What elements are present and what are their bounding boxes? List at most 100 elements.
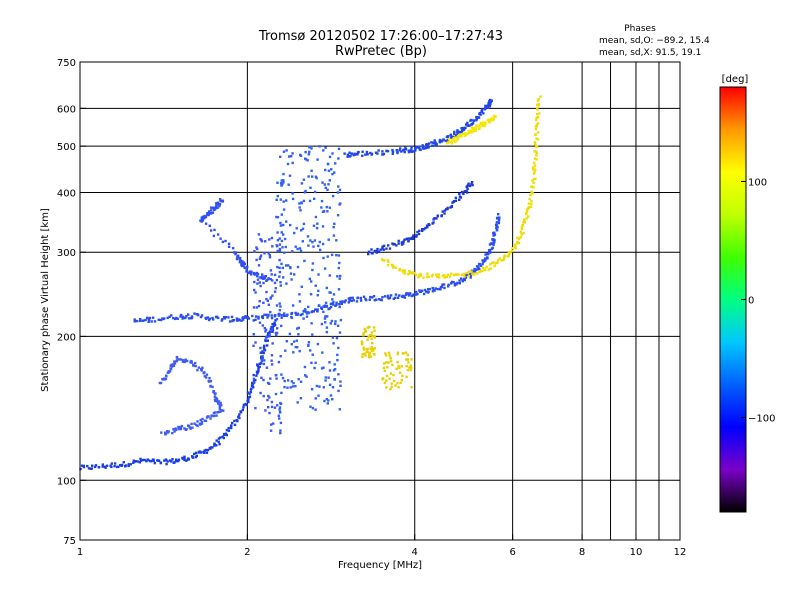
data-point bbox=[361, 154, 364, 157]
data-point bbox=[261, 350, 264, 353]
data-point bbox=[281, 246, 284, 249]
data-point bbox=[278, 411, 282, 414]
data-point bbox=[433, 289, 436, 292]
data-point bbox=[278, 266, 281, 270]
data-point bbox=[356, 296, 359, 300]
data-point bbox=[280, 231, 283, 234]
data-point bbox=[291, 304, 295, 307]
data-point bbox=[150, 320, 153, 323]
data-point bbox=[421, 145, 425, 148]
data-point bbox=[427, 288, 430, 291]
data-point bbox=[268, 382, 271, 385]
data-point bbox=[215, 206, 218, 209]
data-point bbox=[400, 150, 403, 153]
data-point bbox=[454, 134, 458, 137]
data-point bbox=[373, 329, 376, 332]
data-point bbox=[458, 198, 461, 201]
data-point bbox=[219, 409, 222, 412]
data-point bbox=[274, 314, 277, 317]
data-point bbox=[316, 158, 319, 161]
data-point bbox=[263, 313, 266, 316]
data-point bbox=[407, 361, 410, 364]
data-point bbox=[486, 252, 490, 255]
data-point bbox=[127, 463, 130, 466]
data-point bbox=[333, 171, 336, 174]
data-point bbox=[97, 465, 101, 469]
data-point bbox=[535, 145, 538, 148]
data-point bbox=[409, 271, 412, 275]
data-point bbox=[531, 192, 534, 195]
data-point bbox=[275, 198, 278, 201]
data-point bbox=[219, 436, 222, 439]
data-point bbox=[151, 316, 155, 319]
data-point bbox=[439, 139, 442, 142]
data-point bbox=[435, 273, 438, 276]
data-point bbox=[457, 130, 460, 133]
data-point bbox=[307, 305, 310, 309]
data-point bbox=[213, 395, 217, 399]
data-point bbox=[166, 430, 169, 433]
data-point bbox=[530, 199, 533, 203]
data-point bbox=[465, 271, 468, 275]
data-point bbox=[475, 117, 478, 121]
data-point bbox=[327, 169, 331, 172]
data-point bbox=[283, 251, 286, 254]
data-point bbox=[361, 150, 364, 153]
data-point bbox=[403, 296, 407, 299]
data-point bbox=[216, 202, 219, 206]
data-point bbox=[465, 273, 469, 276]
data-point bbox=[454, 196, 458, 199]
data-point bbox=[324, 379, 327, 382]
data-point bbox=[209, 379, 213, 383]
data-point bbox=[415, 293, 418, 296]
data-point bbox=[469, 129, 473, 132]
data-point bbox=[489, 267, 492, 270]
data-point bbox=[418, 145, 421, 148]
data-point bbox=[532, 166, 535, 169]
data-point bbox=[331, 172, 334, 176]
data-point bbox=[405, 237, 408, 241]
data-point bbox=[247, 271, 250, 275]
data-point bbox=[337, 346, 340, 350]
data-point bbox=[290, 316, 294, 320]
data-point bbox=[259, 284, 262, 288]
data-point bbox=[527, 202, 531, 205]
data-point bbox=[405, 292, 408, 295]
y-tick-label: 600 bbox=[57, 104, 76, 115]
data-point bbox=[407, 292, 410, 296]
data-point bbox=[431, 144, 434, 147]
data-point bbox=[307, 244, 310, 247]
data-point bbox=[376, 250, 380, 253]
data-point bbox=[352, 299, 355, 302]
data-point bbox=[335, 303, 338, 306]
data-point bbox=[362, 295, 366, 298]
data-point bbox=[337, 185, 340, 188]
data-point bbox=[310, 280, 313, 283]
data-point bbox=[291, 197, 295, 201]
data-point bbox=[477, 127, 481, 130]
data-point bbox=[239, 410, 242, 413]
data-point bbox=[488, 100, 491, 103]
data-point bbox=[273, 323, 277, 327]
data-point bbox=[385, 361, 388, 364]
data-point bbox=[493, 239, 496, 242]
data-point bbox=[521, 223, 525, 227]
data-point bbox=[264, 339, 268, 343]
data-point bbox=[136, 319, 139, 323]
data-point bbox=[240, 319, 243, 322]
data-point bbox=[331, 386, 335, 389]
data-point bbox=[262, 281, 265, 285]
data-point bbox=[166, 431, 170, 434]
data-point bbox=[145, 460, 148, 463]
data-point bbox=[325, 286, 328, 290]
data-point bbox=[441, 210, 444, 213]
data-point bbox=[141, 458, 145, 462]
data-point bbox=[269, 277, 272, 281]
data-point bbox=[468, 124, 471, 127]
data-point bbox=[294, 385, 297, 388]
data-point bbox=[222, 436, 225, 440]
data-point bbox=[209, 385, 212, 388]
data-point bbox=[440, 214, 443, 218]
data-point bbox=[270, 359, 273, 362]
data-point bbox=[198, 422, 202, 425]
